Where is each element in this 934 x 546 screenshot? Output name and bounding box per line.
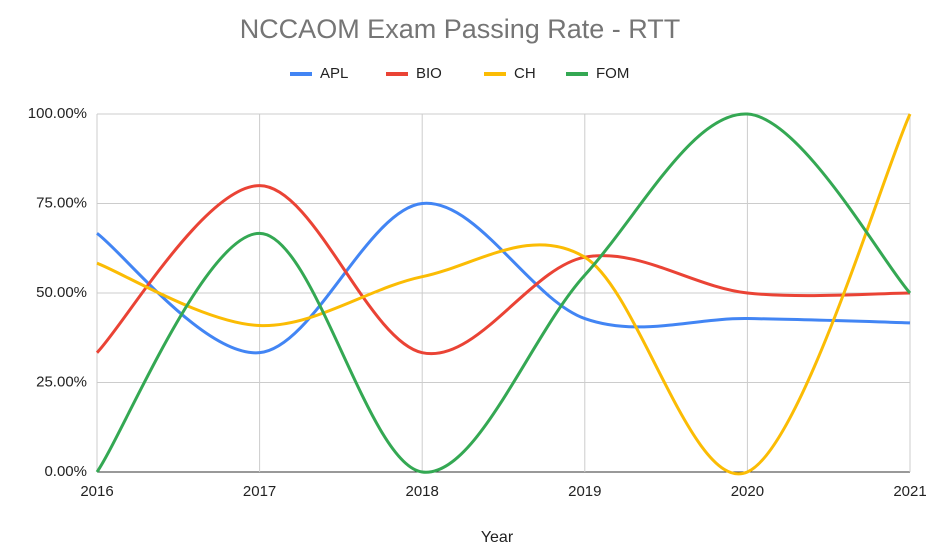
x-tick-label: 2020: [731, 483, 764, 500]
line-series: [96, 113, 912, 476]
chart-title: NCCAOM Exam Passing Rate - RTT: [240, 14, 681, 44]
legend-label: APL: [320, 65, 348, 82]
y-tick-label: 75.00%: [36, 194, 87, 211]
y-tick-label: 25.00%: [36, 373, 87, 390]
y-tick-label: 50.00%: [36, 284, 87, 301]
x-tick-label: 2018: [406, 483, 439, 500]
x-tick-label: 2017: [243, 483, 276, 500]
legend-label: BIO: [416, 65, 442, 82]
x-tick-label: 2021: [893, 483, 926, 500]
line-series: [95, 184, 911, 356]
x-tick-label: 2016: [80, 483, 113, 500]
x-tick-label: 2019: [568, 483, 601, 500]
x-axis-label: Year: [481, 529, 514, 546]
line-series: [95, 112, 912, 474]
legend-label: CH: [514, 65, 536, 82]
legend-label: FOM: [596, 65, 629, 82]
y-tick-label: 100.00%: [28, 105, 87, 122]
y-tick-label: 0.00%: [44, 463, 87, 480]
line-series: [96, 201, 911, 355]
